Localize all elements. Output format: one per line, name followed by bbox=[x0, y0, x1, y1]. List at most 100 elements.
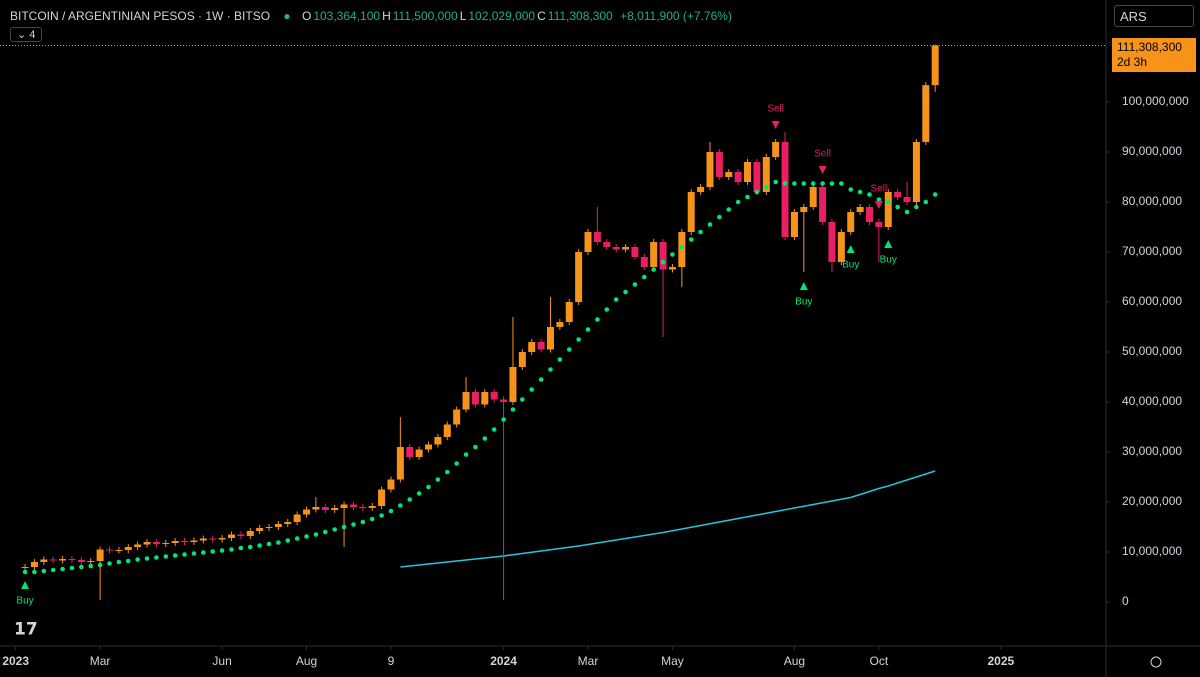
trail-dot bbox=[773, 179, 778, 185]
trail-dot bbox=[88, 563, 94, 569]
candle-body bbox=[912, 142, 920, 202]
candle-body bbox=[237, 534, 245, 536]
candle-body bbox=[715, 152, 723, 177]
trail-dot bbox=[313, 532, 319, 537]
trail-dot bbox=[839, 181, 844, 186]
indicator-toggle[interactable]: ⌄ 4 bbox=[10, 27, 43, 42]
signal-label: Buy bbox=[880, 255, 897, 266]
candle-body bbox=[321, 507, 329, 510]
candle-body bbox=[21, 567, 29, 568]
ohlc-key: H bbox=[382, 9, 391, 23]
trail-dot bbox=[379, 513, 384, 518]
candle-body bbox=[96, 549, 104, 561]
trail-dot bbox=[435, 477, 441, 482]
candle-body bbox=[312, 507, 320, 510]
signal-label: Sell bbox=[814, 149, 831, 160]
price-label: 111,308,300 2d 3h bbox=[1112, 38, 1196, 72]
trail-dot bbox=[595, 317, 600, 322]
trail-dot bbox=[69, 565, 75, 571]
x-tick-label: 9 bbox=[388, 654, 395, 668]
trail-dot bbox=[426, 484, 431, 490]
y-tick-label: 70,000,000 bbox=[1122, 244, 1182, 258]
candle-body bbox=[612, 247, 620, 250]
candle-body bbox=[865, 207, 873, 222]
trail-dot bbox=[22, 569, 28, 575]
candle-body bbox=[847, 212, 855, 232]
candle-body bbox=[659, 242, 667, 270]
trail-dot bbox=[604, 307, 610, 312]
candle-body bbox=[753, 162, 761, 192]
trail-dot bbox=[454, 461, 459, 466]
candle-body bbox=[284, 522, 292, 524]
trail-dot bbox=[520, 397, 525, 402]
trail-dot bbox=[529, 387, 535, 392]
trail-dot bbox=[501, 417, 506, 422]
trail-dot bbox=[444, 469, 450, 475]
legend: BITCOIN / ARGENTINIAN PESOS · 1W · BITSO… bbox=[10, 9, 734, 23]
candle-body bbox=[922, 85, 930, 142]
y-tick-label: 100,000,000 bbox=[1122, 94, 1189, 108]
trail-dot bbox=[332, 527, 337, 532]
candle-body bbox=[481, 392, 489, 405]
candle-body bbox=[762, 157, 770, 192]
trail-dot bbox=[566, 347, 572, 352]
candle-body bbox=[359, 507, 367, 508]
trail-dot bbox=[79, 564, 84, 570]
candle-body bbox=[387, 479, 395, 490]
trail-dot bbox=[266, 541, 272, 547]
trail-dot bbox=[182, 552, 187, 557]
trail-dot bbox=[857, 189, 863, 195]
candle-body bbox=[875, 222, 883, 227]
trail-dot bbox=[895, 204, 900, 210]
candle-body bbox=[725, 172, 733, 177]
candle-body bbox=[162, 543, 170, 544]
candle-body bbox=[706, 152, 714, 187]
trail-dot bbox=[107, 561, 112, 566]
trail-dot bbox=[322, 529, 328, 535]
candle-body bbox=[490, 392, 498, 400]
x-tick-label: Aug bbox=[784, 654, 805, 668]
candle-body bbox=[134, 544, 142, 547]
settings-icon[interactable] bbox=[1150, 656, 1162, 668]
trail-dot bbox=[585, 327, 591, 332]
candle-body bbox=[734, 172, 742, 182]
ohlc: O 103,364,100 H 111,500,000 L 102,029,000 C 111… bbox=[302, 9, 615, 23]
trail-dot bbox=[707, 222, 713, 227]
symbol-title: BITCOIN / ARGENTINIAN PESOS · 1W · BITSO bbox=[10, 9, 271, 23]
y-tick-label: 80,000,000 bbox=[1122, 194, 1182, 208]
candle-body bbox=[218, 538, 226, 540]
candle-body bbox=[443, 424, 451, 437]
trail-dot bbox=[642, 274, 647, 280]
trail-dot bbox=[679, 244, 685, 250]
candle-body bbox=[856, 207, 864, 212]
change: +8,011,900 (+7.76%) bbox=[620, 9, 732, 23]
status-dot: ● bbox=[283, 9, 291, 23]
trail-dot bbox=[60, 566, 65, 572]
candle-body bbox=[340, 504, 348, 508]
trail-dot bbox=[792, 181, 797, 186]
trail-dot bbox=[801, 181, 807, 186]
candle-body bbox=[77, 560, 85, 562]
trail-dot bbox=[829, 181, 835, 186]
trail-dot bbox=[473, 444, 478, 450]
trail-dot bbox=[304, 534, 309, 539]
signal-marker bbox=[799, 282, 808, 290]
currency-select[interactable]: ARS bbox=[1114, 5, 1194, 27]
trail-dot bbox=[745, 194, 750, 200]
trail-dot bbox=[576, 337, 581, 342]
candle-body bbox=[415, 449, 423, 457]
candle-body bbox=[30, 562, 38, 567]
candle-body bbox=[227, 534, 235, 538]
candle-body bbox=[678, 232, 686, 267]
trail-dot bbox=[41, 568, 47, 574]
trail-dot bbox=[463, 452, 469, 457]
trail-dot bbox=[116, 559, 122, 565]
candle-body bbox=[331, 508, 339, 510]
candle-body bbox=[181, 541, 189, 542]
candle-body bbox=[884, 192, 892, 227]
y-tick-label: 90,000,000 bbox=[1122, 144, 1182, 158]
trail-dot bbox=[32, 569, 37, 575]
candle-body bbox=[115, 550, 123, 551]
candle-body bbox=[500, 399, 508, 402]
